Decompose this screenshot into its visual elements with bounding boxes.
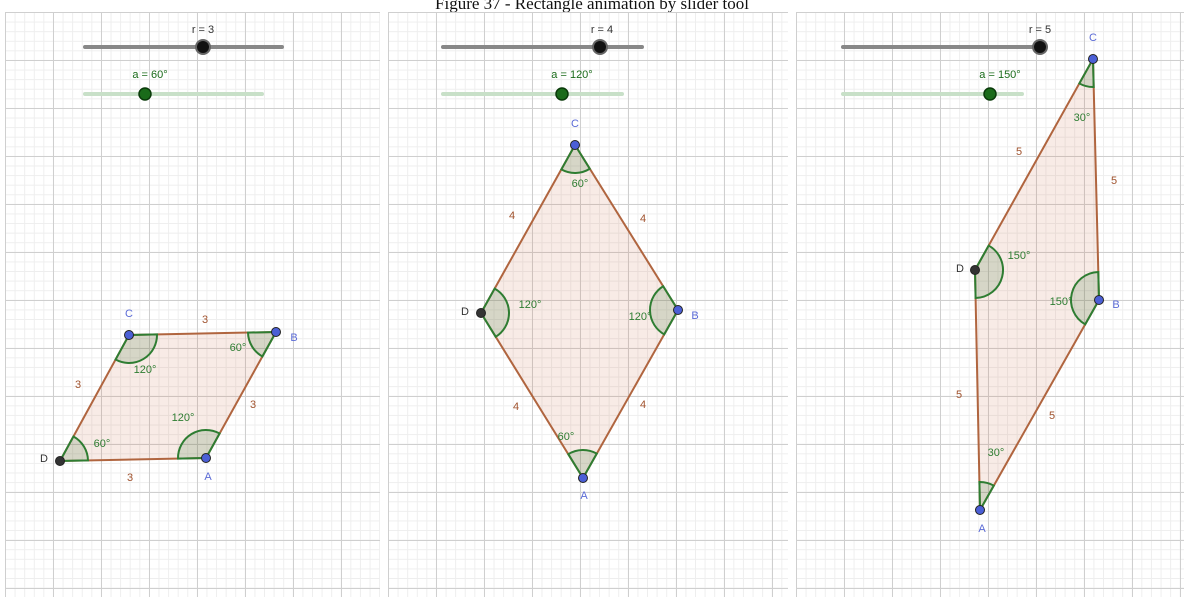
side-label: 5 <box>1016 146 1022 158</box>
point[interactable] <box>1088 54 1098 64</box>
side-label: 4 <box>513 401 519 413</box>
vertex-label: B <box>1112 299 1119 311</box>
slider-label: r = 5 <box>1029 24 1051 36</box>
angle-arc <box>114 333 158 364</box>
point[interactable] <box>673 305 683 315</box>
angle-label: 60° <box>230 342 247 354</box>
angle-label: 150° <box>1050 296 1073 308</box>
slider-label: a = 120° <box>551 69 592 81</box>
slider-knob[interactable] <box>592 39 608 55</box>
angle-arc <box>978 481 996 514</box>
side-label: 4 <box>509 210 515 222</box>
slider-knob[interactable] <box>138 87 152 101</box>
angle-label: 150° <box>1008 250 1031 262</box>
slider-label: a = 150° <box>979 69 1020 81</box>
point[interactable] <box>570 140 580 150</box>
angle-arc <box>1077 55 1095 88</box>
slider-label: a = 60° <box>132 69 167 81</box>
vertex-label: A <box>580 490 588 502</box>
side-label: 4 <box>640 399 646 411</box>
point[interactable] <box>970 265 980 275</box>
angle-label: 60° <box>572 178 589 190</box>
angle-label: 120° <box>629 311 652 323</box>
angle-arc <box>649 284 680 336</box>
angle-label: 120° <box>519 299 542 311</box>
side-label: 5 <box>956 389 962 401</box>
angle-arc <box>177 429 221 460</box>
angle-arc <box>559 143 592 174</box>
point[interactable] <box>476 308 486 318</box>
slider-knob[interactable] <box>195 39 211 55</box>
vertex-label: A <box>978 523 986 535</box>
side-label: 5 <box>1049 410 1055 422</box>
slider-label: r = 3 <box>192 24 214 36</box>
point[interactable] <box>124 330 134 340</box>
angle-label: 30° <box>988 447 1005 459</box>
angle-arc <box>1070 270 1101 326</box>
point[interactable] <box>201 453 211 463</box>
side-label: 3 <box>75 379 81 391</box>
vertex-label: D <box>461 306 469 318</box>
vertex-label: C <box>571 118 579 130</box>
angle-label: 60° <box>558 431 575 443</box>
point[interactable] <box>578 473 588 483</box>
vertex-label: B <box>290 332 297 344</box>
point[interactable] <box>55 456 65 466</box>
vertex-label: D <box>40 453 48 465</box>
vertex-label: C <box>125 308 133 320</box>
side-label: 4 <box>640 213 646 225</box>
angle-label: 60° <box>94 438 111 450</box>
vertex-label: B <box>691 310 698 322</box>
point[interactable] <box>1094 295 1104 305</box>
graphics-view <box>796 12 1184 597</box>
vertex-label: D <box>956 263 964 275</box>
angle-label: 120° <box>172 412 195 424</box>
side-label: 3 <box>127 472 133 484</box>
side-label: 3 <box>202 314 208 326</box>
slider-knob[interactable] <box>983 87 997 101</box>
angle-label: 30° <box>1074 112 1091 124</box>
slider-label: r = 4 <box>591 24 613 36</box>
angle-label: 120° <box>134 364 157 376</box>
graphics-view <box>388 12 788 597</box>
angle-arc <box>479 287 510 339</box>
vertex-label: A <box>204 471 212 483</box>
angle-arc <box>973 244 1004 300</box>
point[interactable] <box>271 327 281 337</box>
figure-caption: Figure 37 - Rectangle animation by slide… <box>435 0 749 13</box>
angle-arc <box>566 449 599 480</box>
vertex-label: C <box>1089 32 1097 44</box>
graphics-view <box>5 12 380 597</box>
angle-arc <box>58 435 90 463</box>
slider-knob[interactable] <box>555 87 569 101</box>
side-label: 3 <box>250 399 256 411</box>
point[interactable] <box>975 505 985 515</box>
side-label: 5 <box>1111 175 1117 187</box>
angle-arc <box>246 330 278 358</box>
slider-knob[interactable] <box>1032 39 1048 55</box>
